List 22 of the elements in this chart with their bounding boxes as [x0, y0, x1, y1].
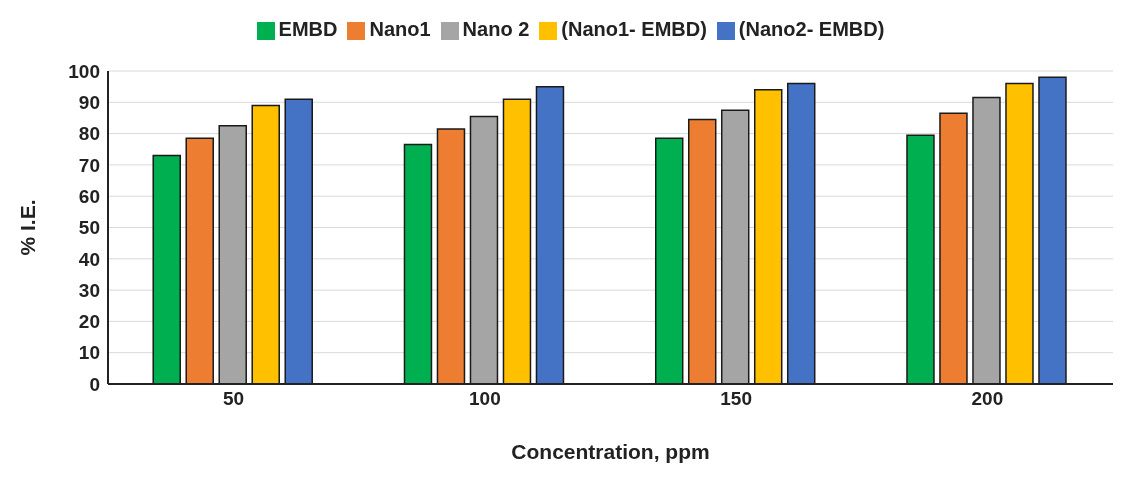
- y-tick-label: 30: [78, 279, 100, 301]
- y-tick-label: 10: [78, 342, 100, 364]
- x-tick-label: 50: [223, 388, 245, 410]
- y-tick-label: 60: [78, 185, 100, 207]
- y-tick-label: 80: [78, 123, 100, 145]
- y-tick-label: 20: [78, 311, 100, 333]
- x-tick-label: 150: [720, 388, 752, 410]
- legend-label: EMBD: [278, 18, 338, 40]
- legend-label: Nano1: [369, 18, 431, 40]
- x-tick-label: 200: [971, 388, 1004, 410]
- y-tick-label: 0: [89, 373, 100, 395]
- x-tick-label: 100: [469, 388, 501, 410]
- y-tick-label: 50: [78, 217, 100, 239]
- legend-label: (Nano2- EMBD): [738, 18, 885, 40]
- y-tick-label: 90: [78, 92, 100, 114]
- legend-label: (Nano1- EMBD): [561, 18, 707, 40]
- y-axis-title: % I.E.: [16, 199, 40, 256]
- y-tick-label: 100: [68, 60, 100, 82]
- y-tick-label: 70: [78, 154, 100, 176]
- y-tick-label: 40: [78, 248, 100, 270]
- x-axis-title: Concentration, ppm: [511, 440, 710, 463]
- legend-label: Nano 2: [462, 18, 530, 40]
